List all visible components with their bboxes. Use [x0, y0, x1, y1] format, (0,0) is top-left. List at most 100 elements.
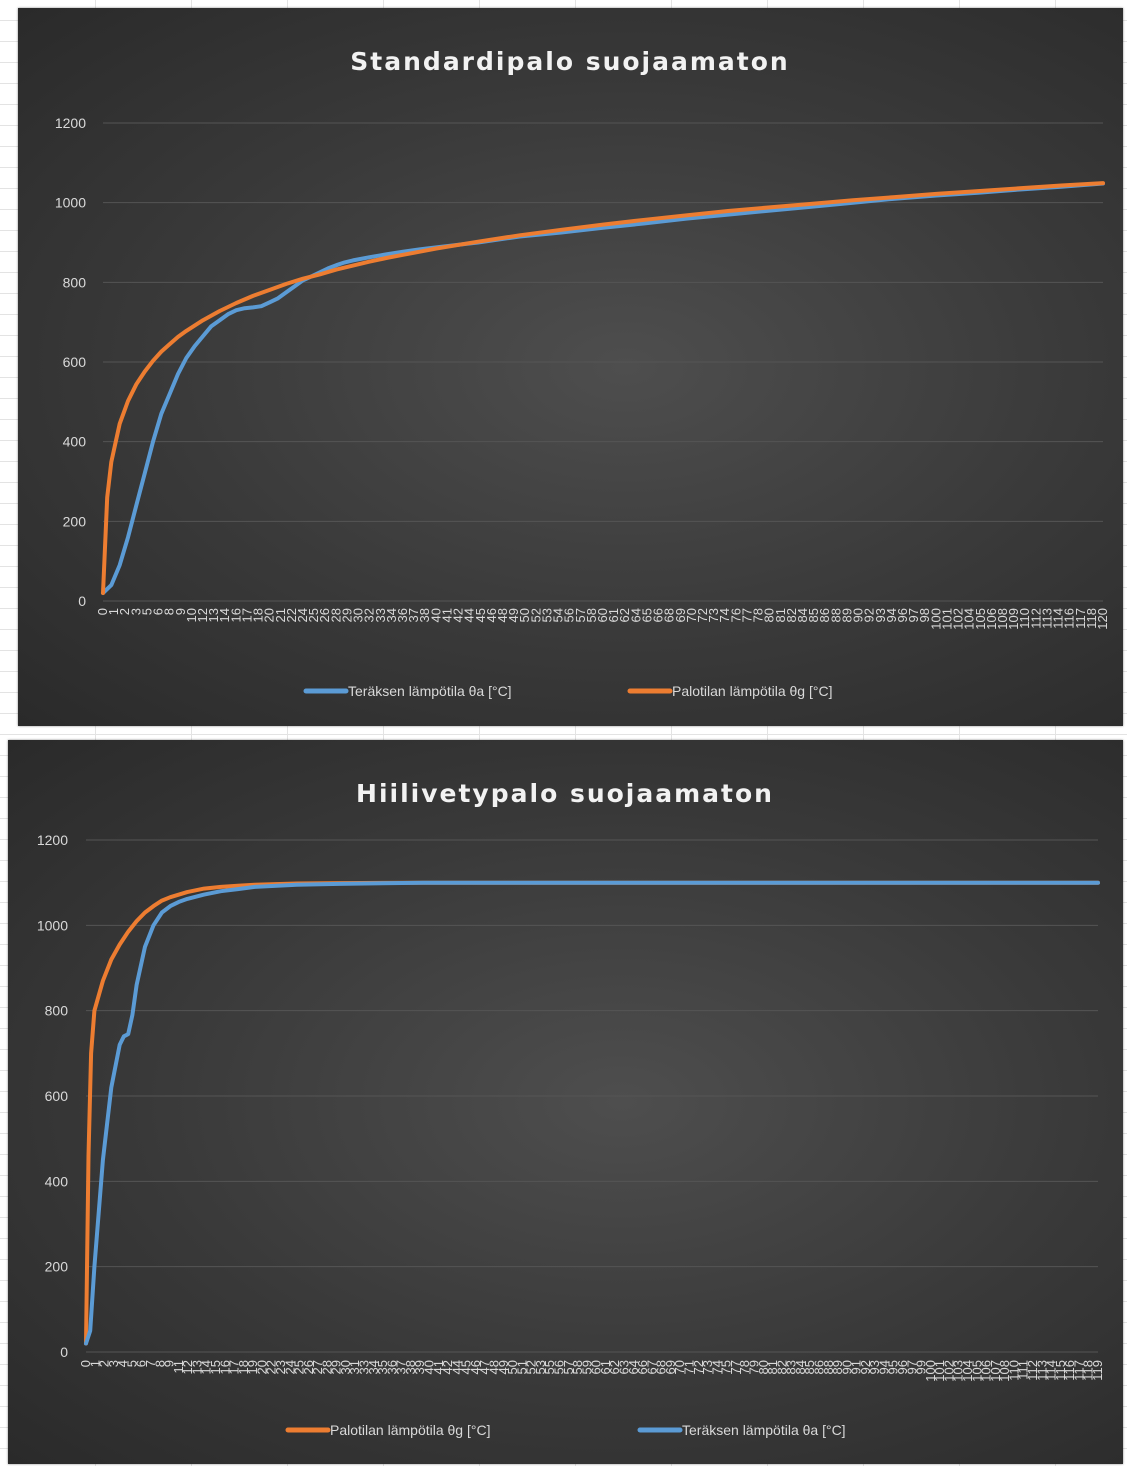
x-tick-label: 42: [440, 1360, 455, 1374]
x-tick-label: 74: [717, 608, 732, 622]
x-tick-label: 56: [552, 1360, 567, 1374]
series-line-1: [101, 181, 1105, 595]
x-tick-label: 79: [746, 1360, 761, 1374]
y-tick-label: 200: [45, 1259, 69, 1275]
x-tick-label: 106: [984, 608, 999, 630]
x-tick-label: 107: [988, 1360, 1003, 1382]
x-tick-label: 9: [173, 608, 188, 615]
x-tick-label: 109: [1006, 608, 1021, 630]
x-tick-label: 36: [384, 1360, 399, 1374]
x-tick-label: 16: [217, 1360, 232, 1374]
x-tick-label: 60: [589, 1360, 604, 1374]
x-tick-label: 53: [533, 1360, 548, 1374]
x-tick-label: 81: [765, 1360, 780, 1374]
x-tick-label: 14: [217, 608, 232, 622]
x-tick-label: 66: [651, 608, 666, 622]
legend-label: Teräksen lämpötila θa [°C]: [348, 683, 512, 699]
x-tick-label: 29: [339, 608, 354, 622]
x-tick-label: 2: [117, 608, 132, 615]
x-tick-label: 34: [366, 1360, 381, 1374]
x-tick-label: 85: [806, 608, 821, 622]
x-tick-label: 21: [273, 608, 288, 622]
x-tick-label: 32: [362, 608, 377, 622]
x-tick-label: 48: [495, 608, 510, 622]
x-tick-label: 3: [106, 1360, 121, 1367]
x-tick-label: 78: [751, 608, 766, 622]
x-tick-label: 44: [462, 608, 477, 622]
x-tick-label: 25: [292, 1360, 307, 1374]
series-line-0: [84, 880, 1100, 1346]
x-tick-label: 97: [906, 608, 921, 622]
x-tick-label: 96: [895, 1360, 910, 1374]
x-tick-label: 45: [459, 1360, 474, 1374]
x-tick-label: 80: [756, 1360, 771, 1374]
x-tick-label: 37: [394, 1360, 409, 1374]
x-tick-label: 36: [395, 608, 410, 622]
x-tick-label: 44: [449, 1360, 464, 1374]
x-tick-label: 6: [151, 608, 166, 615]
x-tick-label: 86: [811, 1360, 826, 1374]
x-tick-label: 0: [78, 1360, 93, 1367]
x-tick-label: 97: [904, 1360, 919, 1374]
x-tick-label: 7: [143, 1360, 158, 1367]
x-tick-label: 28: [328, 608, 343, 622]
x-tick-label: 100: [923, 1360, 938, 1382]
x-tick-label: 23: [273, 1360, 288, 1374]
x-tick-label: 106: [979, 1360, 994, 1382]
x-tick-label: 14: [199, 1360, 214, 1374]
x-tick-label: 82: [784, 608, 799, 622]
x-tick-label: 102: [951, 608, 966, 630]
x-tick-label: 47: [477, 1360, 492, 1374]
x-tick-label: 59: [579, 1360, 594, 1374]
x-tick-label: 116: [1062, 608, 1077, 629]
x-tick-label: 113: [1034, 1360, 1049, 1381]
x-tick-label: 110: [1006, 1360, 1021, 1381]
x-tick-label: 112: [1025, 1360, 1040, 1381]
x-tick-label: 49: [496, 1360, 511, 1374]
x-tick-label: 46: [484, 608, 499, 622]
x-tick-label: 110: [1017, 608, 1032, 629]
x-tick-label: 91: [849, 1360, 864, 1374]
x-tick-label: 68: [662, 608, 677, 622]
x-tick-label: 80: [762, 608, 777, 622]
x-tick-label: 33: [357, 1360, 372, 1374]
x-tick-label: 13: [206, 608, 221, 622]
legend-label: Palotilan lämpötila θg [°C]: [672, 683, 832, 699]
x-tick-label: 101: [932, 1360, 947, 1382]
series-line-1: [84, 880, 1100, 1346]
x-tick-label: 41: [439, 608, 454, 622]
y-tick-label: 1000: [37, 917, 68, 933]
x-tick-label: 100: [928, 608, 943, 630]
chart-standardipalo-svg: Standardipalo suojaamaton020040060080010…: [55, 47, 1110, 699]
x-tick-label: 117: [1073, 608, 1088, 629]
x-tick-label: 22: [264, 1360, 279, 1374]
x-tick-label: 103: [951, 1360, 966, 1382]
x-tick-label: 17: [227, 1360, 242, 1374]
x-tick-label: 26: [301, 1360, 316, 1374]
x-tick-label: 88: [821, 1360, 836, 1374]
x-tick-label: 63: [616, 1360, 631, 1374]
y-tick-label: 800: [63, 274, 87, 290]
x-tick-label: 41: [431, 1360, 446, 1374]
y-tick-label: 600: [63, 354, 87, 370]
x-tick-label: 105: [969, 1360, 984, 1382]
x-tick-label: 2: [97, 1360, 112, 1367]
x-tick-label: 10: [184, 608, 199, 622]
x-tick-label: 1: [87, 1360, 102, 1367]
x-tick-label: 4: [115, 1360, 130, 1367]
x-tick-label: 61: [606, 608, 621, 622]
x-tick-label: 104: [962, 608, 977, 630]
chart-hiilivetypalo-svg: Hiilivetypalo suojaamaton020040060080010…: [37, 779, 1105, 1438]
x-tick-label: 94: [884, 608, 899, 622]
x-tick-label: 58: [570, 1360, 585, 1374]
x-tick-label: 28: [319, 1360, 334, 1374]
x-tick-label: 0: [95, 608, 110, 615]
chart-hiilivetypalo: Hiilivetypalo suojaamaton 0 200 400 600 800 10…: [8, 740, 1123, 1464]
x-tick-label: 57: [573, 608, 588, 622]
x-tick-label: 40: [428, 608, 443, 622]
x-tick-label: 9: [162, 1360, 177, 1367]
x-tick-label: 18: [251, 608, 266, 622]
x-tick-label: 57: [561, 1360, 576, 1374]
x-tick-label: 115: [1053, 1360, 1068, 1381]
x-tick-label: 31: [347, 1360, 362, 1374]
